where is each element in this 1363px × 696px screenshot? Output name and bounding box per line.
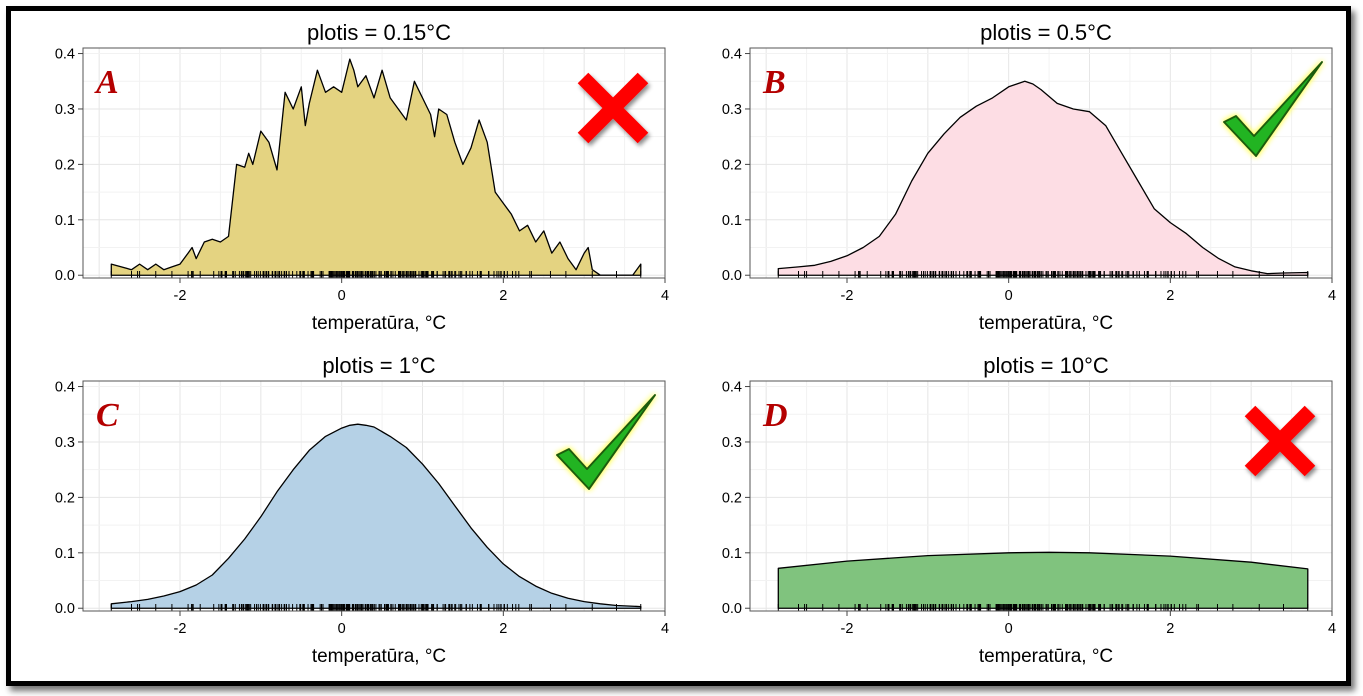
cross-icon	[577, 72, 649, 144]
y-tick-label: 0.3	[55, 102, 75, 118]
checkmark-shape	[556, 394, 656, 490]
panel-letter: D	[762, 397, 788, 434]
y-tick-label: 0.1	[722, 213, 742, 229]
panel-border	[749, 380, 1333, 612]
panel-border	[749, 47, 1333, 279]
cross-stroke	[1244, 405, 1316, 477]
density-area	[110, 423, 642, 609]
x-axis-label: temperatūra, °C	[979, 313, 1113, 334]
y-tick-label: 0.4	[722, 47, 742, 63]
panel-letter: B	[762, 64, 786, 101]
x-axis-label: temperatūra, °C	[312, 313, 446, 334]
x-tick-label: 2	[1166, 621, 1174, 637]
y-tick-label: 0.1	[55, 213, 75, 229]
x-tick-label: 4	[661, 621, 669, 637]
y-tick-label: 0.0	[722, 601, 742, 617]
x-tick-label: 4	[1328, 621, 1336, 637]
y-tick-label: 0.0	[55, 268, 75, 284]
density-area	[777, 80, 1309, 276]
cross-stroke	[577, 72, 649, 144]
cross-icon	[1244, 405, 1316, 477]
x-tick-label: 2	[1166, 288, 1174, 304]
density-area	[110, 58, 642, 276]
y-tick-label: 0.1	[722, 546, 742, 562]
x-tick-label: -2	[174, 621, 187, 637]
panel-letter: A	[94, 64, 119, 101]
chart-panel-d: -2 0 2 4 0.0 0.1 0.2 0.3 0.4 plotis = 10°C tempera…	[722, 353, 1336, 667]
x-tick-label: 4	[661, 288, 669, 304]
x-tick-label: 4	[1328, 288, 1336, 304]
x-tick-label: -2	[841, 621, 854, 637]
panel-title: plotis = 0.15°C	[307, 20, 451, 45]
x-tick-label: 0	[1005, 621, 1013, 637]
y-tick-label: 0.1	[55, 546, 75, 562]
chart-panel-c: -2 0 2 4 0.0 0.1 0.2 0.3 0.4 plotis = 1°C temperat…	[55, 353, 669, 667]
x-tick-label: -2	[174, 288, 187, 304]
x-axis-label: temperatūra, °C	[312, 646, 446, 667]
y-tick-label: 0.3	[722, 102, 742, 118]
x-tick-label: 0	[338, 621, 346, 637]
chart-panel-b: -2 0 2 4 0.0 0.1 0.2 0.3 0.4 plotis = 0.5°C temper…	[722, 20, 1336, 334]
checkmark-icon	[1223, 61, 1323, 157]
y-tick-label: 0.0	[55, 601, 75, 617]
y-tick-label: 0.4	[55, 47, 75, 63]
checkmark-icon	[556, 394, 656, 490]
y-tick-label: 0.2	[722, 157, 742, 173]
panel-title: plotis = 0.5°C	[980, 20, 1112, 45]
panel-title: plotis = 10°C	[983, 353, 1109, 378]
x-tick-label: 2	[499, 621, 507, 637]
panel-border	[82, 380, 666, 612]
y-tick-label: 0.0	[722, 268, 742, 284]
y-tick-label: 0.2	[722, 490, 742, 506]
y-tick-label: 0.2	[55, 490, 75, 506]
y-tick-label: 0.4	[55, 380, 75, 396]
chart-panel-a: -2 0 2 4 0.0 0.1 0.2 0.3 0.4 plotis = 0.15°C tempe…	[55, 20, 669, 334]
x-tick-label: 2	[499, 288, 507, 304]
y-tick-label: 0.4	[722, 380, 742, 396]
x-axis-label: temperatūra, °C	[979, 646, 1113, 667]
y-tick-label: 0.3	[722, 435, 742, 451]
checkmark-shape	[1223, 61, 1323, 157]
panel-title: plotis = 1°C	[322, 353, 435, 378]
x-tick-label: 0	[338, 288, 346, 304]
density-area	[777, 551, 1309, 609]
y-tick-label: 0.2	[55, 157, 75, 173]
x-tick-label: -2	[841, 288, 854, 304]
panel-letter: C	[96, 397, 119, 434]
y-tick-label: 0.3	[55, 435, 75, 451]
panel-border	[82, 47, 666, 279]
x-tick-label: 0	[1005, 288, 1013, 304]
